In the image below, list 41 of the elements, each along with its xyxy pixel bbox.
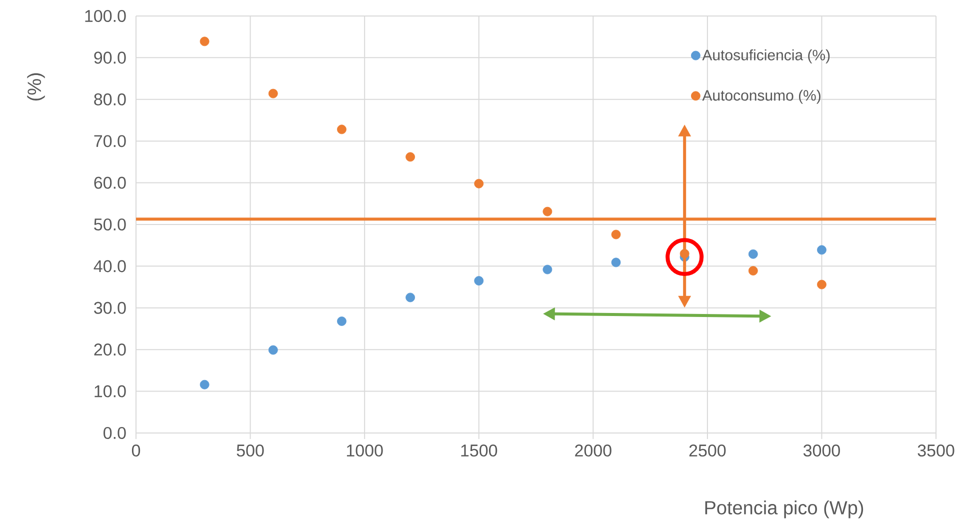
x-tick-label: 500 xyxy=(236,444,264,457)
point xyxy=(748,249,758,259)
point xyxy=(268,345,278,355)
point xyxy=(611,258,621,268)
point xyxy=(817,280,826,290)
y-tick-label: 20.0 xyxy=(94,344,126,356)
x-tick-label: 2500 xyxy=(689,444,726,457)
point xyxy=(542,264,552,274)
legend-label: Autoconsumo (%) xyxy=(702,90,820,104)
y-tick-label: 90.0 xyxy=(94,52,126,64)
y-tick-label: 80.0 xyxy=(94,93,126,106)
point xyxy=(406,152,415,162)
point xyxy=(337,124,346,134)
x-tick-label: 3000 xyxy=(803,444,840,457)
y-axis-title: (%) xyxy=(27,73,45,100)
point xyxy=(406,292,415,302)
x-tick-label: 1000 xyxy=(346,444,383,457)
x-tick-label: 3500 xyxy=(918,444,954,457)
y-tick-label: 10.0 xyxy=(94,385,126,398)
point xyxy=(817,245,826,255)
x-tick-label: 0 xyxy=(132,444,140,457)
point xyxy=(200,380,210,390)
y-tick-label: 60.0 xyxy=(94,176,126,189)
point xyxy=(474,178,484,188)
x-tick-label: 1500 xyxy=(461,444,498,457)
point xyxy=(474,276,484,286)
point xyxy=(337,316,346,326)
legend-label: Autosuficiencia (%) xyxy=(702,49,830,64)
y-tick-label: 70.0 xyxy=(94,135,126,148)
point xyxy=(200,36,210,46)
point xyxy=(748,266,758,276)
y-tick-label: 50.0 xyxy=(94,218,126,231)
y-tick-label: 30.0 xyxy=(94,302,126,314)
point xyxy=(542,206,552,216)
y-tick-label: 40.0 xyxy=(94,260,126,272)
x-axis-title: Potencia pico (Wp) xyxy=(705,500,864,518)
point xyxy=(268,88,278,98)
y-tick-label: 0.0 xyxy=(104,426,126,440)
point xyxy=(611,230,621,240)
x-tick-label: 2000 xyxy=(575,444,612,457)
y-tick-label: 100.0 xyxy=(85,10,126,22)
